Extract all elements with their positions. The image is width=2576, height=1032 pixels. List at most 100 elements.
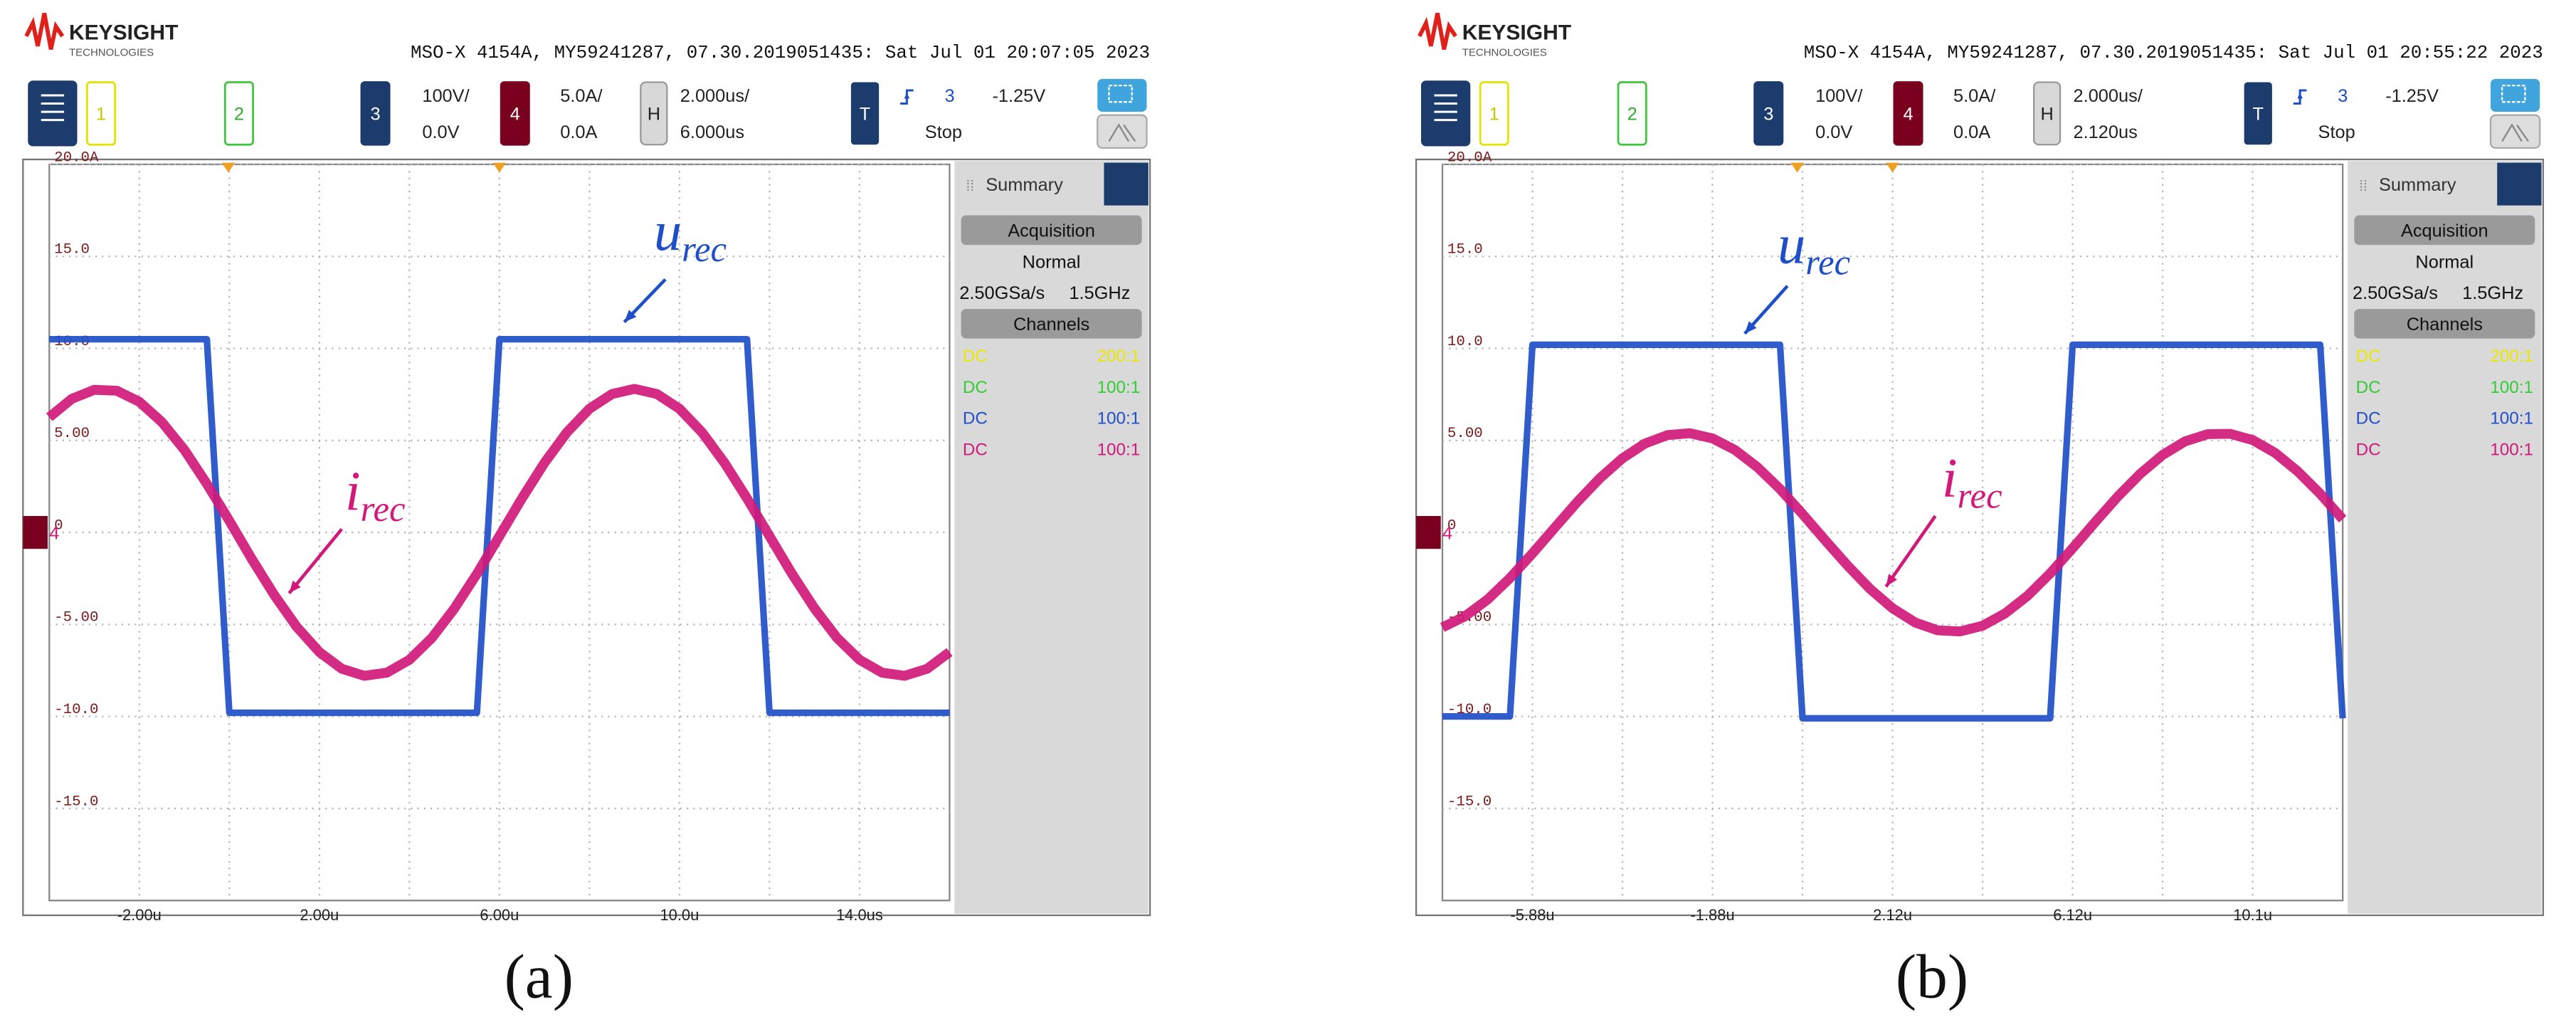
x-tick-label: -1.88u xyxy=(1690,906,1734,924)
channel-button xyxy=(1479,81,1509,146)
zoom-button xyxy=(1097,78,1147,112)
annotation-subscript: rec xyxy=(1958,475,2002,515)
x-tick-label: 2.12u xyxy=(1873,906,1912,924)
panel-icon xyxy=(2497,162,2542,206)
caption: (a) xyxy=(505,942,574,1011)
ground-marker xyxy=(23,516,48,549)
annotation: urec xyxy=(654,200,727,269)
x-tick-label: 6.00u xyxy=(480,906,519,924)
channel-coupling: DC xyxy=(963,378,988,397)
timebase: 2.000us/ xyxy=(680,86,750,106)
run-state: Stop xyxy=(925,122,962,142)
annotation: irec xyxy=(345,460,406,529)
x-tick-label: 2.00u xyxy=(300,906,339,924)
x-tick-label: 14.0us xyxy=(836,906,883,924)
annotation: irec xyxy=(1942,446,2002,515)
channel-coupling: DC xyxy=(963,409,988,428)
trigger-level: -1.25V xyxy=(2385,86,2439,106)
y-tick-label: 20.0A xyxy=(54,149,99,166)
ch4-scale: 5.0A/ xyxy=(1953,86,1996,106)
panel-icon xyxy=(1104,162,1149,206)
panel-grip: ⁞⁞ xyxy=(966,178,975,194)
menu-button xyxy=(28,80,78,147)
edge-icon xyxy=(2293,89,2307,105)
delay: 2.120us xyxy=(2074,122,2138,142)
x-tick-label: -5.88u xyxy=(1510,906,1554,924)
channel-number: 3 xyxy=(1763,105,1773,125)
channel-probe: 200:1 xyxy=(1097,347,1141,366)
trigger-marker xyxy=(1790,162,1804,173)
channel-coupling: DC xyxy=(2356,409,2381,428)
acquisition-mode: Normal xyxy=(1023,252,1081,272)
y-tick-label: 5.00 xyxy=(1447,426,1483,442)
channel-coupling: DC xyxy=(2356,441,2381,460)
measure-icon xyxy=(1108,123,1136,142)
channel-coupling: DC xyxy=(2356,378,2381,397)
h-label: H xyxy=(648,105,660,125)
trigger-source: 3 xyxy=(2338,86,2348,106)
waveform xyxy=(49,335,950,717)
acquisition-mode: Normal xyxy=(2415,252,2474,272)
x-tick-label: -2.00u xyxy=(117,906,162,924)
bandwidth: 1.5GHz xyxy=(2462,283,2523,303)
channel-number: 3 xyxy=(370,105,380,125)
channel-button xyxy=(1617,81,1647,146)
channel-coupling: DC xyxy=(963,441,988,460)
panel-grip: ⁞⁞ xyxy=(2359,178,2368,194)
channel-button xyxy=(500,81,530,146)
channels-header xyxy=(2354,309,2535,339)
sample-rate: 2.50GSa/s xyxy=(959,283,1045,303)
zoom-icon xyxy=(1108,84,1133,103)
t-label: T xyxy=(2253,105,2264,125)
y-tick-label: -15.0 xyxy=(54,794,98,810)
channel-probe: 200:1 xyxy=(2490,347,2533,366)
annotation-symbol: u xyxy=(654,200,682,262)
channel-button xyxy=(1753,81,1784,146)
ch3-scale: 100V/ xyxy=(1815,86,1863,106)
annotation-arrowhead xyxy=(624,310,637,322)
channel-probe: 100:1 xyxy=(1097,409,1141,428)
acquisition-header xyxy=(961,215,1142,246)
channel-probe: 100:1 xyxy=(2490,441,2533,460)
t-label: T xyxy=(860,105,871,125)
edge-icon xyxy=(900,89,914,105)
scope-panel: KEYSIGHT TECHNOLOGIES MSO-X 4154A, MY59241… xyxy=(1415,12,2544,1011)
trigger-marker xyxy=(1886,162,1899,173)
trigger-level: -1.25V xyxy=(992,86,1045,106)
channel-probe: 100:1 xyxy=(1097,378,1141,397)
bandwidth: 1.5GHz xyxy=(1069,283,1130,303)
y-tick-label: 20.0A xyxy=(1447,149,1492,166)
annotation-symbol: i xyxy=(345,460,361,522)
trigger-button xyxy=(2244,82,2272,145)
y-tick-label: 15.0 xyxy=(1447,242,1483,258)
channel-coupling: DC xyxy=(963,347,988,366)
annotation-subscript: rec xyxy=(361,489,406,529)
y-tick-label: 0 xyxy=(1447,517,1456,534)
trigger-source: 3 xyxy=(944,86,954,106)
waveform xyxy=(1440,428,2347,637)
trigger-marker xyxy=(221,162,236,173)
y-tick-label: -15.0 xyxy=(1447,794,1492,810)
menu-button xyxy=(1421,80,1471,147)
brand-sub: TECHNOLOGIES xyxy=(69,47,154,59)
channels-header xyxy=(961,309,1142,339)
timebase: 2.000us/ xyxy=(2074,86,2143,106)
channel-number: 4 xyxy=(510,105,520,125)
channel-number: 1 xyxy=(1489,105,1499,125)
x-tick-label: 10.1u xyxy=(2233,906,2272,924)
horizontal-button xyxy=(2032,81,2062,146)
y-tick-label: 5.00 xyxy=(54,426,90,442)
zoom-button xyxy=(2490,78,2540,112)
brand: KEYSIGHT xyxy=(69,21,178,44)
annotation: urec xyxy=(1778,213,1850,282)
brand: KEYSIGHT xyxy=(1462,21,1571,44)
side-panel xyxy=(954,161,1149,914)
scope-panel: KEYSIGHT TECHNOLOGIES MSO-X 4154A, MY59241… xyxy=(22,12,1151,1011)
channel-button xyxy=(85,81,116,146)
ch4-scale: 5.0A/ xyxy=(560,86,603,106)
panel-title: Summary xyxy=(2379,175,2456,195)
x-tick-label: 10.0u xyxy=(660,906,699,924)
y-tick-label: 10.0 xyxy=(1447,334,1483,350)
channel-number: 2 xyxy=(1627,105,1637,125)
